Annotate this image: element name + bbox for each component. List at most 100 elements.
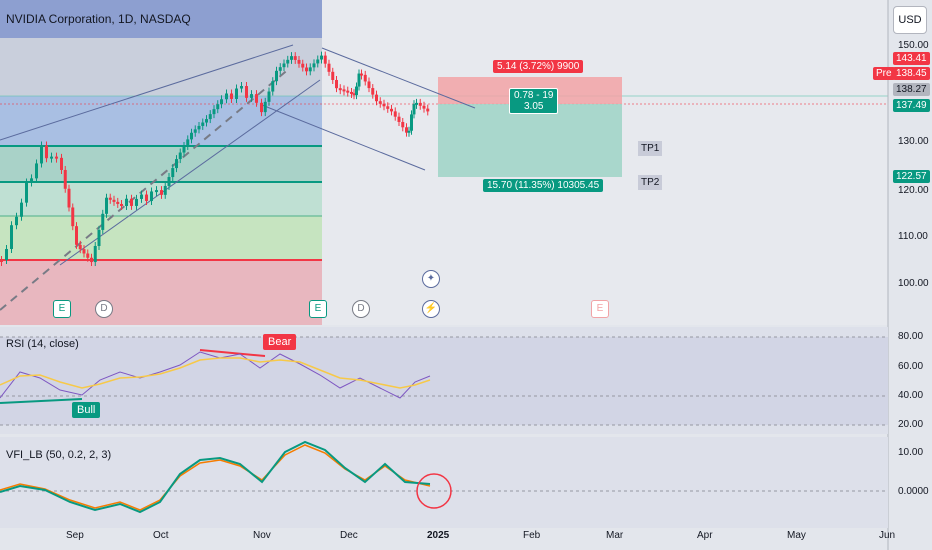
time-tick: Jun [879, 530, 896, 541]
candle-body [78, 244, 82, 250]
candle-body [160, 190, 163, 195]
candle-body [201, 122, 205, 126]
candle-body [71, 207, 75, 227]
time-tick: Dec [340, 530, 358, 541]
candle-body [293, 56, 297, 60]
candle-body [426, 108, 430, 112]
tp2-label: TP2 [638, 175, 663, 190]
entry-label: 0.78 - 19 3.05 [509, 88, 559, 114]
candle-body [63, 169, 67, 189]
candle-body [108, 197, 112, 200]
candle-body [418, 102, 422, 106]
candle-body [230, 93, 233, 99]
star-icon[interactable]: ✦ [422, 270, 440, 288]
entry-label-line2: 3.05 [524, 101, 544, 112]
candle-body [255, 94, 258, 103]
candle-body [367, 81, 371, 89]
vfi-label[interactable]: VFI_LB (50, 0.2, 2, 3) [6, 449, 112, 461]
candle-body [145, 194, 148, 201]
time-tick: Feb [523, 530, 541, 541]
candle-body [55, 156, 58, 159]
candle-body [182, 145, 186, 153]
candle-body [97, 229, 101, 246]
candle-body [352, 93, 356, 96]
price-tick: 120.00 [898, 185, 929, 196]
stop-loss-label: 5.14 (3.72%) 9900 [493, 60, 584, 73]
dividend-icon[interactable]: D [352, 300, 370, 318]
candle-body [86, 253, 90, 258]
candle-body [208, 114, 212, 120]
rsi-tick: 20.00 [898, 419, 924, 430]
entry-label-line1: 0.78 - 19 [514, 90, 554, 101]
vfi-tick: 10.00 [898, 447, 924, 458]
candle-body [50, 156, 53, 159]
candle-body [225, 93, 228, 100]
time-tick: May [787, 530, 806, 541]
candle-body [338, 88, 342, 91]
candle-body [150, 191, 153, 201]
candle-body [393, 111, 397, 117]
candle-body [335, 79, 338, 89]
candle-body [422, 105, 426, 109]
dividend-icon[interactable]: D [95, 300, 113, 318]
candle-body [35, 163, 38, 179]
candle-body [346, 90, 350, 93]
candle-body [386, 106, 390, 109]
rsi-tick: 80.00 [898, 331, 924, 342]
candle-body [412, 104, 416, 115]
candle-body [155, 190, 158, 193]
candle-body [290, 56, 293, 60]
candle-body [20, 202, 23, 217]
candle-body [308, 67, 312, 72]
time-tick: Oct [153, 530, 169, 541]
candle-body [331, 71, 335, 80]
candle-body [297, 59, 301, 64]
price-tick: 130.00 [898, 136, 929, 147]
candle-body [382, 103, 386, 107]
rsi-label[interactable]: RSI (14, close) [6, 338, 79, 350]
candle-body [363, 74, 367, 82]
currency-button[interactable]: USD [893, 6, 927, 34]
price-tag-target: 122.57 [893, 170, 930, 183]
earnings-icon[interactable]: E [591, 300, 609, 318]
candle-body [240, 86, 243, 89]
candle-body [167, 177, 171, 186]
candle-body [90, 257, 93, 263]
chart-title[interactable]: NVIDIA Corporation, 1D, NASDAQ [6, 12, 191, 26]
candle-body [401, 121, 405, 128]
candle-body [75, 226, 78, 245]
candle-body [101, 213, 105, 230]
candle-body [30, 178, 33, 183]
candle-body [15, 216, 18, 226]
candle-body [116, 201, 120, 204]
candle-body [135, 198, 138, 206]
candle-body [105, 197, 108, 214]
candle-body [245, 86, 248, 98]
earnings-icon[interactable]: E [309, 300, 327, 318]
candle-body [250, 94, 253, 98]
candle-body [323, 55, 327, 64]
candle-body [407, 130, 411, 133]
lightning-icon[interactable]: ⚡ [422, 300, 440, 318]
earnings-icon[interactable]: E [53, 300, 71, 318]
tp1-label: TP1 [638, 141, 663, 156]
candle-body [216, 104, 220, 110]
bear-divergence-badge: Bear [263, 334, 297, 350]
candle-body [320, 55, 323, 60]
candle-body [286, 59, 290, 64]
candle-body [130, 198, 133, 206]
candle-body [357, 73, 361, 87]
candle-body [171, 168, 175, 178]
candle-body [10, 225, 13, 249]
candle-body [40, 145, 43, 164]
price-tag-level: 138.27 [893, 83, 930, 96]
time-tick: Nov [253, 530, 271, 541]
candle-body [260, 102, 263, 113]
candle-body [5, 248, 8, 260]
pre-market-label: Pre [873, 67, 895, 80]
candle-body [327, 63, 331, 72]
candle-body [220, 99, 223, 105]
price-candles [0, 51, 430, 267]
candle-body [125, 198, 128, 207]
